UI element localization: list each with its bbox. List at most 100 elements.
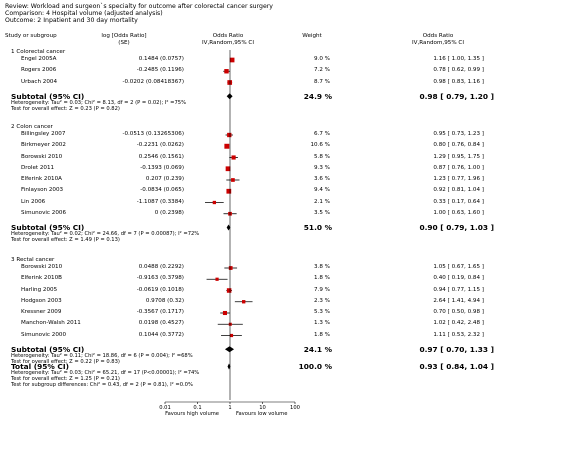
study-square <box>224 69 229 74</box>
total-label: Total (95% CI) <box>11 362 69 371</box>
study-ci: 1.16 [ 1.00, 1.35 ] <box>433 56 484 62</box>
study-weight: 6.7 % <box>314 131 330 137</box>
study-ci: 1.00 [ 0.63, 1.60 ] <box>433 209 484 216</box>
study-weight: 3.5 % <box>314 209 330 216</box>
total-ci: 0.93 [ 0.84, 1.04 ] <box>419 362 494 371</box>
study-weight: 1.3 % <box>314 320 330 327</box>
subtotal-diamond <box>226 93 233 100</box>
study-ci: 1.23 [ 0.77, 1.96 ] <box>433 176 484 182</box>
study-square <box>229 333 234 338</box>
subtotal-label: Subtotal (95% CI) <box>11 91 85 101</box>
subtotal-diamond <box>224 346 235 353</box>
favours-left-label: Favours high volume <box>165 411 219 417</box>
study-name: Simunovic 2006 <box>21 209 67 216</box>
study-log-se: -0.3567 (0.1717) <box>136 309 184 315</box>
group-title: 1 Colorectal cancer <box>11 49 66 55</box>
col-se: (SE) <box>118 40 130 46</box>
study-log-se: -0.2231 (0.0262) <box>136 142 184 149</box>
study-ci: 0.92 [ 0.81, 1.04 ] <box>433 187 484 194</box>
heterogeneity-text: Heterogeneity: Tau² = 0.02; Chi² = 24.66… <box>11 231 200 237</box>
col-weight: Weight <box>302 33 322 39</box>
study-weight: 9.4 % <box>314 187 330 194</box>
study-name: Hodgson 2003 <box>21 297 62 304</box>
x-tick-label: 1 <box>228 405 232 411</box>
study-weight: 7.9 % <box>314 286 330 293</box>
study-weight: 10.6 % <box>310 142 330 149</box>
study-log-se: -0.0834 (0.065) <box>140 187 184 194</box>
overall-effect-text: Test for overall effect: Z = 0.23 (P = 0… <box>11 105 120 112</box>
study-square <box>225 166 231 172</box>
study-square <box>242 300 246 304</box>
comparison-title: Comparison: 4 Hospital volume (adjusted … <box>5 10 163 17</box>
study-square <box>226 188 232 194</box>
col-study: Study or subgroup <box>5 33 57 39</box>
group-title: 3 Rectal cancer <box>11 257 55 263</box>
study-ci: 0.80 [ 0.76, 0.84 ] <box>433 142 484 149</box>
study-square <box>228 266 233 270</box>
study-ci: 2.64 [ 1.41, 4.94 ] <box>433 297 484 304</box>
study-log-se: -0.2485 (0.1196) <box>136 67 184 74</box>
col-or2-title: Odds Ratio <box>422 33 454 39</box>
study-name: Drolet 2011 <box>21 164 55 171</box>
study-log-se: 0.1484 (0.0757) <box>138 56 184 62</box>
study-log-se: -0.0202 (0.08418367) <box>122 78 184 85</box>
study-square <box>222 310 228 316</box>
subtotal-label: Subtotal (95% CI) <box>11 344 85 354</box>
subtotal-ci: 0.97 [ 0.70, 1.33 ] <box>419 344 494 354</box>
study-ci: 1.29 [ 0.95, 1.75 ] <box>433 153 484 160</box>
study-weight: 9.3 % <box>314 164 330 171</box>
subtotal-ci: 0.90 [ 0.79, 1.03 ] <box>419 223 494 232</box>
study-log-se: -0.0619 (0.1018) <box>136 286 184 293</box>
study-ci: 0.78 [ 0.62, 0.99 ] <box>433 67 484 74</box>
col-or-title: Odds Ratio <box>212 33 244 39</box>
overall-effect-text: Test for overall effect: Z = 0.22 (P = 0… <box>11 358 120 365</box>
study-name: Finlayson 2003 <box>21 187 64 194</box>
study-weight: 1.8 % <box>314 275 330 282</box>
subtotal-label: Subtotal (95% CI) <box>11 223 85 232</box>
study-square <box>226 288 232 293</box>
total-diamond <box>227 363 231 370</box>
study-square <box>212 200 217 205</box>
study-ci: 0.40 [ 0.19, 0.84 ] <box>433 275 484 282</box>
study-ci: 1.02 [ 0.42, 2.48 ] <box>433 320 484 327</box>
outcome-title: Outcome: 2 Inpatient and 30 day mortalit… <box>5 17 138 24</box>
study-name: Kressner 2009 <box>21 309 62 315</box>
study-ci: 0.94 [ 0.77, 1.15 ] <box>433 286 484 293</box>
total-weight: 100.0 % <box>298 362 332 371</box>
study-name: Billingsley 2007 <box>21 131 66 137</box>
study-name: Birkmeyer 2002 <box>21 142 66 149</box>
favours-right-label: Favours low volume <box>236 411 288 417</box>
col-or2-sub: IV,Random,95% CI <box>412 40 464 46</box>
col-or-sub: IV,Random,95% CI <box>202 40 254 46</box>
study-square <box>231 155 236 160</box>
study-name: Elferink 2010A <box>21 176 62 182</box>
study-name: Engel 2005A <box>21 56 57 62</box>
subtotal-weight: 24.9 % <box>303 91 332 101</box>
overall-effect-text: Test for overall effect: Z = 1.49 (P = 0… <box>11 237 120 243</box>
study-log-se: 0.1044 (0.3772) <box>138 331 184 338</box>
x-tick-label: 10 <box>259 405 266 411</box>
study-weight: 5.8 % <box>314 153 330 160</box>
study-name: Elferink 2010B <box>21 275 62 282</box>
study-square <box>231 178 235 182</box>
study-name: Urbach 2004 <box>21 78 58 85</box>
col-log-or: log [Odds Ratio] <box>101 33 147 39</box>
total-overall-effect: Test for overall effect: Z = 1.25 (P = 0… <box>11 376 120 382</box>
study-log-se: 0.9708 (0.32) <box>145 297 184 304</box>
study-log-se: 0.0488 (0.2292) <box>138 264 184 270</box>
study-square <box>229 57 235 63</box>
study-square <box>227 132 232 138</box>
study-weight: 7.2 % <box>314 67 330 74</box>
study-name: Borowski 2010 <box>21 264 63 270</box>
subtotal-ci: 0.98 [ 0.79, 1.20 ] <box>419 91 494 101</box>
study-log-se: -0.9163 (0.3798) <box>136 275 184 282</box>
heterogeneity-text: Heterogeneity: Tau² = 0.11; Chi² = 18.86… <box>11 352 193 359</box>
study-weight: 3.6 % <box>314 176 330 182</box>
study-name: Borowski 2010 <box>21 153 63 160</box>
study-name: Harling 2005 <box>21 286 58 293</box>
x-tick-label: 0.01 <box>159 405 171 411</box>
study-square <box>215 277 219 281</box>
study-log-se: -0.1393 (0.069) <box>140 164 184 171</box>
study-ci: 1.05 [ 0.67, 1.65 ] <box>433 264 484 270</box>
